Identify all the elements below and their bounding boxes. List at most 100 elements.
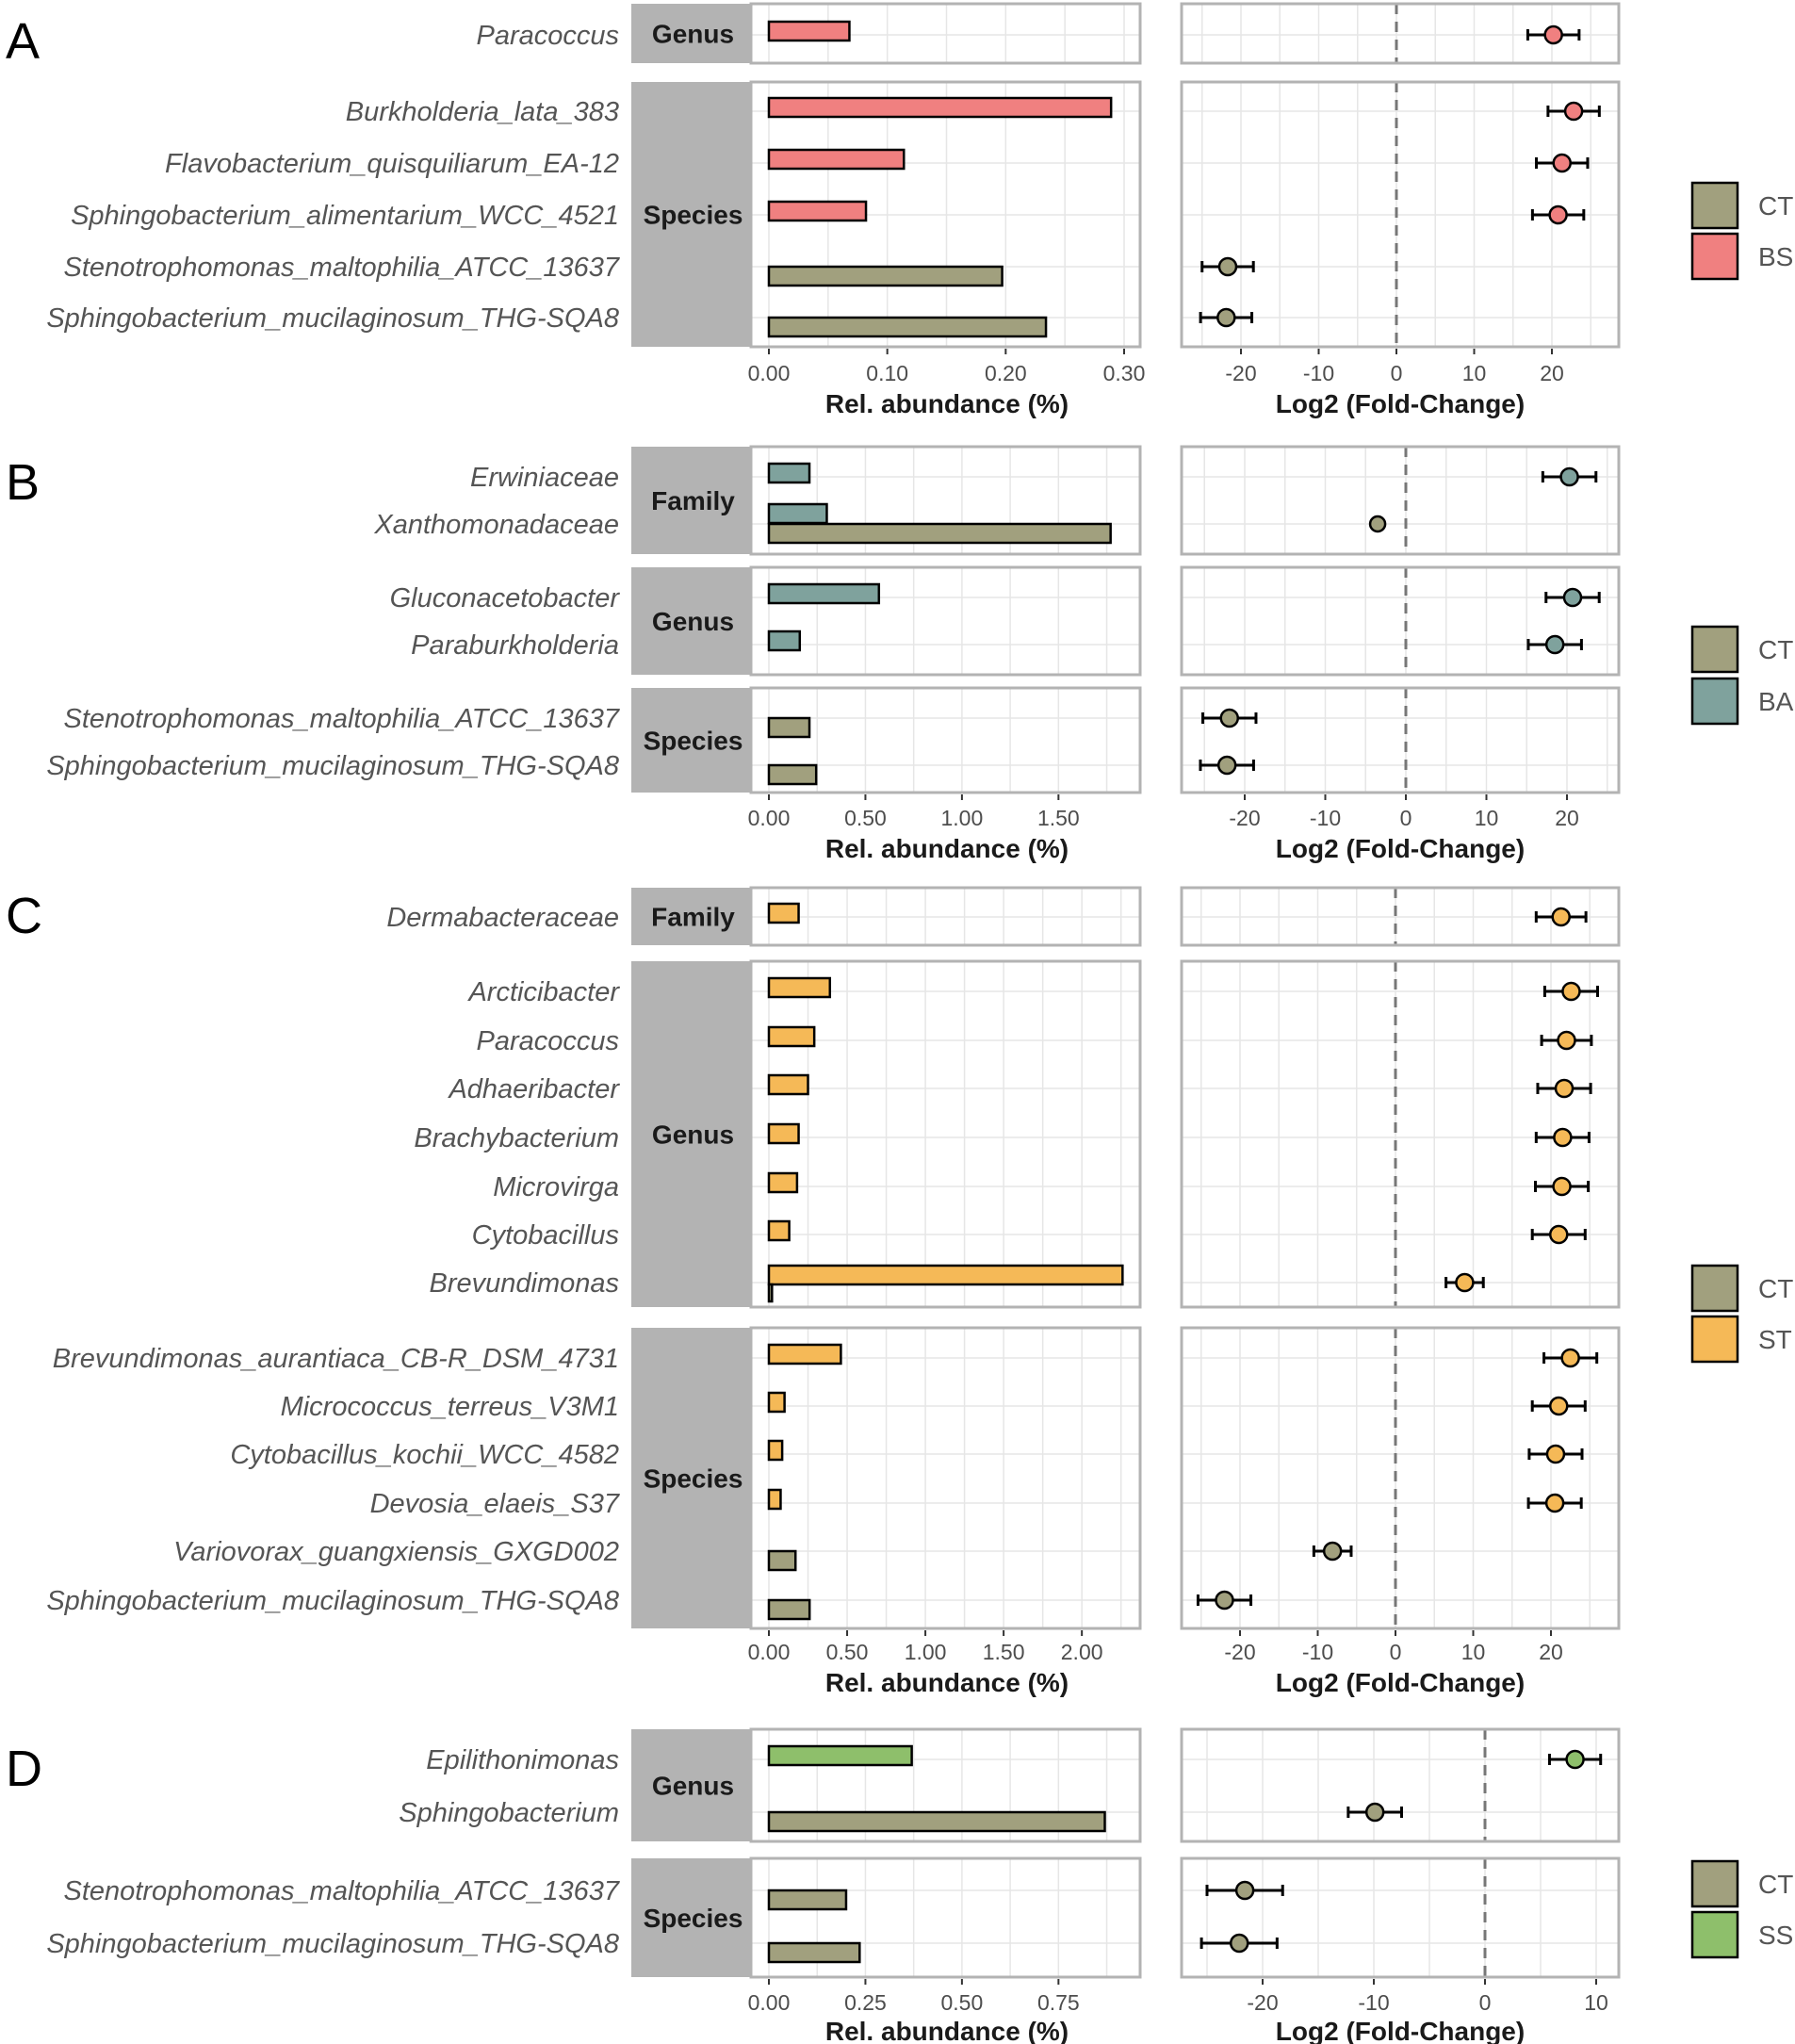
taxon-label: Cytobacillus_kochii_WCC_4582 bbox=[230, 1440, 619, 1470]
abundance-bar-ct bbox=[767, 522, 1112, 545]
foldchange-point bbox=[1548, 204, 1568, 225]
legend-swatch bbox=[1690, 677, 1739, 726]
abundance-bar bbox=[767, 716, 811, 739]
foldchange-point bbox=[1549, 1224, 1569, 1245]
legend-label: BS bbox=[1758, 242, 1793, 271]
facet-strip bbox=[631, 1858, 751, 1977]
abundance-bar bbox=[767, 1598, 811, 1621]
taxon-label: Stenotrophomonas_maltophilia_ATCC_13637 bbox=[63, 704, 620, 734]
abundance-bar bbox=[767, 976, 832, 999]
facet-strip-label: Genus bbox=[652, 20, 734, 49]
legend-label: CT bbox=[1758, 1870, 1793, 1899]
foldchange-tick-label: -10 bbox=[1303, 361, 1334, 385]
facet-strip-label: Genus bbox=[652, 1772, 734, 1801]
foldchange-point bbox=[1368, 515, 1387, 533]
abundance-tick-label: 0.25 bbox=[844, 1990, 887, 2015]
foldchange-panel-border bbox=[1180, 2, 1621, 65]
foldchange-point bbox=[1563, 101, 1584, 122]
facet-family: Family Dermabacteraceae bbox=[386, 886, 1621, 947]
panel-b: B FamilyErwiniaceaeXanthomonadaceaeGenusG… bbox=[6, 445, 1794, 863]
foldchange-point bbox=[1552, 153, 1572, 173]
abundance-panel-border bbox=[749, 1727, 1142, 1843]
legend-swatch bbox=[1690, 1264, 1739, 1313]
facet-strip bbox=[631, 688, 751, 793]
foldchange-point bbox=[1551, 907, 1571, 927]
facet-strip-label: Species bbox=[644, 727, 743, 756]
foldchange-point bbox=[1545, 1444, 1566, 1464]
abundance-tick-label: 0.20 bbox=[985, 361, 1027, 385]
taxon-label: Micrococcus_terreus_V3M1 bbox=[281, 1392, 619, 1422]
panel-letter: B bbox=[6, 454, 40, 511]
abundance-bar bbox=[767, 20, 851, 42]
legend-label: BA bbox=[1758, 687, 1794, 716]
taxon-label: Brevundimonas_aurantiaca_CB-R_DSM_4731 bbox=[53, 1344, 619, 1374]
taxon-label: Burkholderia_lata_383 bbox=[346, 97, 619, 127]
foldchange-point bbox=[1364, 1802, 1385, 1823]
foldchange-tick-label: 0 bbox=[1479, 1990, 1492, 2015]
foldchange-point bbox=[1215, 1590, 1234, 1611]
abundance-tick-label: 1.50 bbox=[983, 1640, 1025, 1664]
abundance-panel-border bbox=[749, 1326, 1142, 1630]
abundance-panel-border bbox=[749, 686, 1142, 794]
foldchange-tick-label: -10 bbox=[1358, 1990, 1389, 2015]
taxon-label: Flavobacterium_quisquiliarum_EA-12 bbox=[165, 149, 619, 179]
abundance-bar bbox=[767, 1439, 784, 1462]
foldchange-panel-border bbox=[1180, 886, 1621, 947]
foldchange-point bbox=[1216, 755, 1237, 776]
foldchange-point bbox=[1229, 1933, 1249, 1954]
abundance-bar bbox=[767, 1122, 800, 1145]
taxon-label: Microvirga bbox=[493, 1172, 619, 1202]
foldchange-panel-border bbox=[1180, 1727, 1621, 1843]
abundance-bar bbox=[767, 502, 828, 525]
abundance-tick-label: 0.00 bbox=[748, 1640, 791, 1664]
abundance-tick-label: 0.10 bbox=[866, 361, 908, 385]
foldchange-point bbox=[1552, 1176, 1572, 1197]
legend-swatch bbox=[1690, 1315, 1739, 1364]
taxon-label: Sphingobacterium_mucilaginosum_THG-SQA8 bbox=[46, 303, 619, 334]
foldchange-point bbox=[1553, 1127, 1573, 1148]
facet-strip-label: Species bbox=[644, 1464, 743, 1494]
foldchange-tick-label: -20 bbox=[1224, 1640, 1255, 1664]
foldchange-axis-title: Log2 (Fold-Change) bbox=[1276, 834, 1525, 863]
abundance-bar bbox=[767, 763, 818, 786]
abundance-panel-border bbox=[749, 959, 1142, 1309]
taxon-label: Gluconacetobacter bbox=[390, 583, 621, 613]
abundance-bar bbox=[767, 1343, 842, 1365]
foldchange-tick-label: -10 bbox=[1302, 1640, 1333, 1664]
foldchange-panel-bg bbox=[1182, 961, 1619, 1307]
abundance-bar bbox=[767, 265, 1004, 287]
panel-letter: C bbox=[6, 888, 42, 944]
abundance-bar bbox=[767, 630, 802, 652]
taxon-label: Variovorax_guangxiensis_GXGD002 bbox=[173, 1537, 619, 1567]
taxon-label: Stenotrophomonas_maltophilia_ATCC_13637 bbox=[63, 1876, 620, 1906]
legend: CT SS bbox=[1690, 1859, 1793, 1959]
abundance-tick-label: 1.50 bbox=[1037, 806, 1080, 830]
foldchange-axis-title: Log2 (Fold-Change) bbox=[1276, 2017, 1525, 2044]
foldchange-tick-label: -10 bbox=[1310, 806, 1341, 830]
facet-genus: Genus Paracoccus bbox=[476, 2, 1621, 65]
facet-species: Species Stenotrophomonas_maltophilia_ATCC… bbox=[46, 1856, 1621, 1979]
taxon-label: Stenotrophomonas_maltophilia_ATCC_13637 bbox=[63, 253, 620, 283]
abundance-bar bbox=[767, 1488, 782, 1511]
taxon-label: Cytobacillus bbox=[472, 1220, 619, 1251]
facet-strip-label: Family bbox=[651, 903, 735, 932]
legend-label: SS bbox=[1758, 1921, 1793, 1950]
abundance-panel-border bbox=[749, 886, 1142, 947]
taxon-label: Paraburkholderia bbox=[411, 630, 619, 661]
abundance-tick-label: 2.00 bbox=[1061, 1640, 1103, 1664]
panel-letter: A bbox=[6, 13, 40, 70]
foldchange-point bbox=[1560, 1348, 1580, 1368]
taxon-label: Paracoccus bbox=[476, 21, 619, 51]
abundance-tick-label: 0.50 bbox=[826, 1640, 869, 1664]
taxon-label: Dermabacteraceae bbox=[386, 903, 619, 933]
taxon-label: Adhaeribacter bbox=[447, 1074, 620, 1104]
abundance-bar bbox=[767, 1219, 791, 1242]
foldchange-panel-border bbox=[1180, 445, 1621, 556]
abundance-tick-label: 0.00 bbox=[748, 1990, 791, 2015]
foldchange-point bbox=[1455, 1272, 1475, 1293]
facet-strip-label: Species bbox=[644, 1904, 743, 1933]
abundance-panel-bg bbox=[751, 961, 1140, 1307]
foldchange-tick-label: 10 bbox=[1584, 1990, 1608, 2015]
facet-strip-label: Family bbox=[651, 486, 735, 515]
